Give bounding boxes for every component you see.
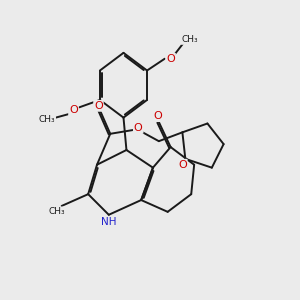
Text: CH₃: CH₃ [182, 35, 198, 44]
Text: O: O [69, 105, 78, 115]
Text: O: O [178, 160, 187, 170]
Text: NH: NH [101, 217, 116, 227]
Text: CH₃: CH₃ [39, 115, 55, 124]
Text: O: O [134, 123, 142, 133]
Text: O: O [166, 54, 175, 64]
Text: CH₃: CH₃ [49, 207, 66, 216]
Text: O: O [94, 101, 103, 111]
Text: O: O [153, 111, 162, 121]
